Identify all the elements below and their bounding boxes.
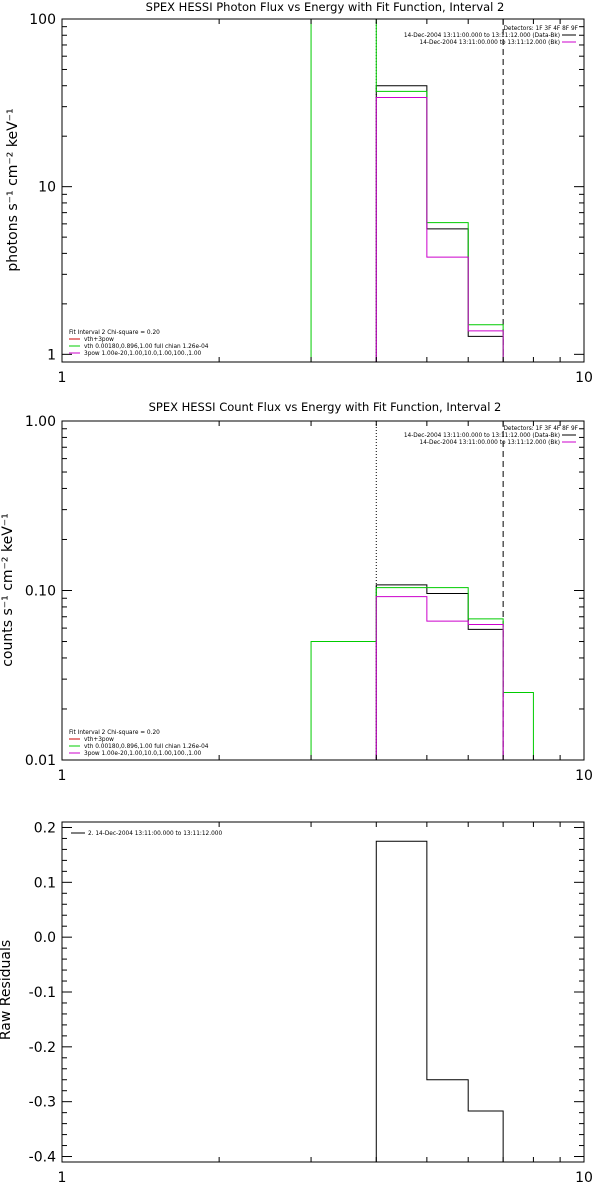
count-flux-legend-entry-0: vth+3pow bbox=[84, 737, 114, 743]
residuals-panel: Raw Residuals 2. 14-Dec-2004 13:11:00.00… bbox=[0, 831, 222, 1040]
photon-flux-series-2 bbox=[375, 97, 504, 362]
count-flux-panel: SPEX HESSI Count Flux vs Energy with Fit… bbox=[0, 400, 578, 757]
residuals-y-tick-label-5: -0.3 bbox=[29, 1095, 56, 1111]
residuals-y-tick-label-0: 0.2 bbox=[34, 820, 56, 836]
count-flux-info: Detectors: 1F 3F 4F 8F 9F 14-Dec-2004 13… bbox=[404, 426, 578, 446]
photon-flux-panel: SPEX HESSI Photon Flux vs Energy with Fi… bbox=[5, 0, 578, 357]
residuals-x-tick-label-0: 1 bbox=[58, 1170, 67, 1186]
chart-marks-layer: 1 10 1 10 100 1 10 0.01 0.10 1.00 1 10 0.2 0.1 0.0 -0.1… bbox=[25, 12, 593, 1186]
photon-flux-info-line-0: Detectors: 1F 3F 4F 8F 9F bbox=[503, 26, 578, 32]
photon-flux-legend-entry-2: 3pow 1.00e-20,1.00,10.0,1.00,100.,1.00 bbox=[84, 351, 202, 357]
photon-flux-title: SPEX HESSI Photon Flux vs Energy with Fi… bbox=[146, 0, 505, 14]
photon-flux-legend: Fit Interval 2 Chi-square = 0.20 vth+3po… bbox=[69, 330, 209, 357]
photon-flux-info: Detectors: 1F 3F 4F 8F 9F 14-Dec-2004 13… bbox=[404, 26, 578, 46]
photon-flux-marks: 1 10 1 10 100 bbox=[29, 12, 593, 386]
count-flux-title: SPEX HESSI Count Flux vs Energy with Fit… bbox=[149, 400, 502, 414]
residuals-series-0 bbox=[375, 840, 504, 1162]
count-flux-legend-entry-2: 3pow 1.00e-20,1.00,10.0,1.00,100.,1.00 bbox=[84, 751, 202, 757]
photon-flux-y-tick-label-1: 10 bbox=[38, 180, 56, 196]
count-flux-info-line-0: Detectors: 1F 3F 4F 8F 9F bbox=[503, 426, 578, 432]
photon-flux-series-0 bbox=[375, 85, 504, 362]
residuals-y-tick-label-2: 0.0 bbox=[34, 930, 56, 946]
photon-flux-ylabel: photons s⁻¹ cm⁻² keV⁻¹ bbox=[5, 108, 21, 271]
residuals-ylabel: Raw Residuals bbox=[0, 940, 14, 1040]
photon-flux-info-line-2: 14-Dec-2004 13:11:00.000 to 13:11:12.000… bbox=[420, 40, 560, 46]
photon-flux-legend-header: Fit Interval 2 Chi-square = 0.20 bbox=[69, 330, 160, 336]
count-flux-y-tick-label-2: 1.00 bbox=[25, 414, 56, 430]
count-flux-info-line-2: 14-Dec-2004 13:11:00.000 to 13:11:12.000… bbox=[420, 440, 560, 446]
count-flux-legend: Fit Interval 2 Chi-square = 0.20 vth+3po… bbox=[69, 730, 209, 757]
count-flux-ylabel: counts s⁻¹ cm⁻² keV⁻¹ bbox=[0, 513, 16, 667]
residuals-marks: 1 10 0.2 0.1 0.0 -0.1 -0.2 -0.3 -0.4 bbox=[29, 820, 593, 1186]
residuals-y-tick-label-1: 0.1 bbox=[34, 875, 56, 891]
residuals-y-tick-label-4: -0.2 bbox=[29, 1040, 56, 1056]
count-flux-x-tick-label-1: 10 bbox=[575, 768, 593, 784]
residuals-legend-entry-0: 2. 14-Dec-2004 13:11:00.000 to 13:11:12.… bbox=[88, 831, 222, 837]
photon-flux-axes-frame bbox=[61, 18, 585, 363]
count-flux-x-tick-label-0: 1 bbox=[58, 768, 67, 784]
photon-flux-y-tick-label-2: 100 bbox=[29, 12, 56, 28]
count-flux-series-2 bbox=[375, 596, 504, 760]
count-flux-info-line-1: 14-Dec-2004 13:11:00.000 to 13:11:12.000… bbox=[404, 433, 560, 439]
count-flux-series-1 bbox=[310, 587, 534, 760]
count-flux-y-tick-label-1: 0.10 bbox=[25, 584, 56, 600]
residuals-legend: 2. 14-Dec-2004 13:11:00.000 to 13:11:12.… bbox=[71, 831, 222, 837]
photon-flux-info-line-1: 14-Dec-2004 13:11:00.000 to 13:11:12.000… bbox=[404, 33, 560, 39]
residuals-y-tick-label-6: -0.4 bbox=[29, 1150, 56, 1166]
count-flux-legend-header: Fit Interval 2 Chi-square = 0.20 bbox=[69, 730, 160, 736]
count-flux-y-tick-label-0: 0.01 bbox=[25, 753, 56, 769]
count-flux-series-0 bbox=[375, 584, 504, 760]
photon-flux-legend-entry-1: vth 0.00180,0.896,1.00 full chian 1.26e-… bbox=[84, 344, 209, 350]
count-flux-legend-entry-1: vth 0.00180,0.896,1.00 full chian 1.26e-… bbox=[84, 744, 209, 750]
residuals-x-tick-label-1: 10 bbox=[575, 1170, 593, 1186]
photon-flux-x-tick-label-1: 10 bbox=[575, 370, 593, 386]
photon-flux-x-tick-label-0: 1 bbox=[58, 370, 67, 386]
photon-flux-y-tick-label-0: 1 bbox=[47, 347, 56, 363]
residuals-y-tick-label-3: -0.1 bbox=[29, 985, 56, 1001]
count-flux-marks: 1 10 0.01 0.10 1.00 bbox=[25, 414, 593, 784]
photon-flux-legend-entry-0: vth+3pow bbox=[84, 337, 114, 343]
